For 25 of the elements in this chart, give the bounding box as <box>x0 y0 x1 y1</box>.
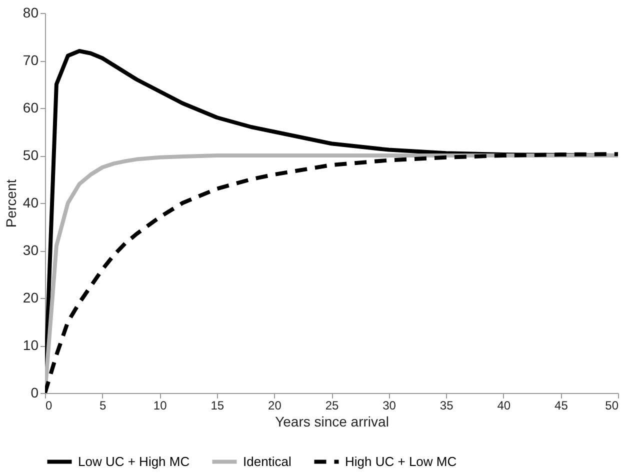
x-tick-label: 10 <box>153 398 168 412</box>
y-tick-label: 60 <box>22 100 39 116</box>
x-tick-label: 30 <box>382 398 396 412</box>
x-axis-title: Years since arrival <box>275 414 389 430</box>
y-tick-label: 10 <box>22 337 39 353</box>
legend-label: Identical <box>243 454 292 469</box>
y-tick-label: 70 <box>22 52 39 68</box>
y-tick-label: 40 <box>22 194 39 210</box>
y-tick-label: 50 <box>22 147 39 163</box>
x-tick-label: 5 <box>99 398 106 412</box>
legend-label: High UC + Low MC <box>345 454 457 469</box>
y-tick-label: 0 <box>30 384 39 400</box>
x-tick-label: 50 <box>605 398 619 412</box>
y-axis-title: Percent <box>2 179 19 228</box>
x-tick-label: 35 <box>440 398 454 412</box>
x-tick-label: 0 <box>46 398 52 412</box>
legend-label: Low UC + High MC <box>78 454 190 469</box>
x-tick-label: 25 <box>325 398 339 412</box>
x-tick-label: 40 <box>497 398 511 412</box>
y-tick-label: 80 <box>22 4 39 20</box>
x-tick-label: 45 <box>554 398 568 412</box>
x-tick-label: 20 <box>268 398 282 412</box>
y-tick-label: 20 <box>22 290 39 306</box>
y-tick-label: 30 <box>22 242 39 258</box>
x-tick-label: 15 <box>210 398 224 412</box>
